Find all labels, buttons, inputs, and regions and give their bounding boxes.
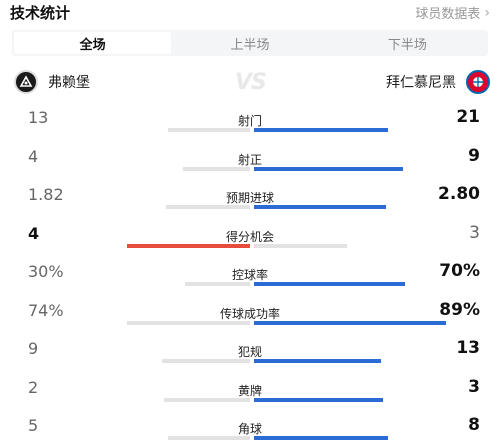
stat-row: 5 角球 8 [0, 412, 500, 440]
away-stat-value: 3 [469, 222, 480, 243]
away-stat-value: 13 [456, 338, 480, 358]
away-team-name: 拜仁慕尼黑 [386, 75, 456, 91]
player-stats-link[interactable]: 球员数据表 › [415, 3, 490, 23]
home-stat-bar [127, 243, 250, 248]
away-stat-bar [254, 128, 388, 132]
home-team[interactable]: 弗赖堡 [14, 70, 90, 94]
home-stat-value: 5 [28, 416, 39, 435]
stat-label: 射正 [237, 152, 262, 167]
stat-row: 2 黄牌 3 [0, 374, 500, 412]
away-stat-bar [254, 436, 388, 440]
tab-first-half[interactable]: 上半场 [171, 32, 328, 54]
away-stat-bar [254, 205, 386, 209]
away-stat-bar [254, 397, 383, 402]
stat-label: 射门 [237, 114, 262, 128]
tab-full-match[interactable]: 全场 [14, 32, 172, 54]
stat-label: 控球率 [231, 268, 268, 282]
home-stat-bar [127, 320, 250, 325]
stat-label: 角球 [237, 422, 262, 436]
away-stat-value: 2.80 [438, 184, 480, 204]
away-stat-bar [254, 282, 405, 286]
stat-label: 犯规 [237, 345, 262, 359]
home-stat-value: 4 [28, 146, 39, 166]
stat-row: 74% 传球成功率 89% [0, 297, 500, 335]
stat-label: 传球成功率 [219, 306, 280, 321]
stat-label: 黄牌 [237, 383, 262, 398]
away-stat-value: 8 [468, 415, 480, 435]
home-stat-value: 9 [28, 339, 39, 358]
away-stat-bar [254, 243, 347, 248]
home-stat-value: 2 [28, 377, 39, 397]
stat-row: 1.82 预期进球 2.80 [0, 181, 500, 219]
stat-label: 得分机会 [225, 229, 274, 244]
home-team-name: 弗赖堡 [48, 75, 90, 91]
stat-row: 9 犯规 13 [0, 335, 500, 373]
freiburg-logo-icon [14, 70, 38, 94]
home-stat-value: 4 [28, 223, 40, 243]
stat-label: 预期进球 [225, 191, 274, 205]
home-stat-bar [168, 436, 250, 440]
home-stat-value: 30% [28, 262, 64, 281]
home-stat-value: 74% [28, 300, 64, 320]
away-stat-value: 3 [468, 376, 480, 397]
chevron-right-icon: › [484, 4, 490, 21]
stat-row: 4 射正 9 [0, 143, 500, 181]
tab-label: 上半场 [230, 37, 270, 53]
vs-mark: VS [235, 70, 267, 95]
away-stat-value: 9 [468, 145, 480, 166]
tab-label: 全场 [79, 37, 106, 53]
player-stats-link-label: 球员数据表 [415, 7, 481, 22]
home-stat-value: 13 [28, 108, 49, 127]
away-stat-bar [254, 320, 446, 325]
stat-row: 4 得分机会 3 [0, 220, 500, 258]
home-stat-bar [168, 128, 250, 132]
home-stat-bar [183, 166, 250, 171]
tab-label: 下半场 [387, 37, 427, 53]
away-stat-value: 89% [439, 299, 480, 320]
teams-row: 弗赖堡 VS 拜仁慕尼黑 [0, 66, 500, 100]
away-stat-bar [254, 359, 381, 363]
home-stat-bar [162, 359, 250, 363]
away-stat-value: 70% [439, 261, 480, 281]
stat-row: 13 射门 21 [0, 104, 500, 142]
home-stat-bar [185, 282, 250, 286]
away-stat-value: 21 [456, 107, 480, 127]
home-stat-value: 1.82 [28, 185, 64, 204]
bayern-logo-icon [466, 70, 490, 94]
home-stat-bar [164, 397, 250, 402]
period-tabs: 全场 上半场 下半场 [12, 30, 488, 56]
away-stat-bar [254, 166, 403, 171]
stats-header: 技术统计 球员数据表 › [0, 0, 500, 26]
away-team[interactable]: 拜仁慕尼黑 [386, 70, 490, 94]
page-title: 技术统计 [10, 4, 71, 22]
home-stat-bar [166, 205, 250, 209]
stat-row: 30% 控球率 70% [0, 258, 500, 296]
tab-second-half[interactable]: 下半场 [329, 32, 486, 54]
